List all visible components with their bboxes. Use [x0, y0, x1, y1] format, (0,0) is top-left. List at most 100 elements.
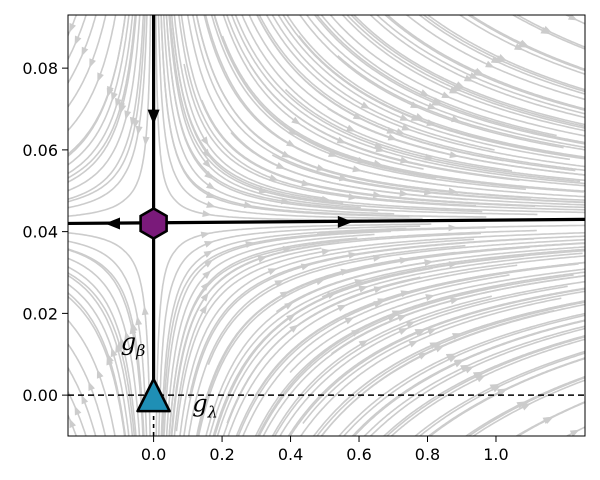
streamline-arrow-71 [280, 197, 291, 205]
streamline-arrow-90 [358, 285, 369, 293]
x-tick-label-0.6: 0.6 [346, 445, 371, 464]
streamline-arrow-21 [129, 116, 137, 127]
y-tick-label-0.00: 0.00 [22, 386, 58, 405]
streamline-arrow-42 [203, 250, 214, 258]
streamline-arrow-23 [142, 136, 150, 146]
streamline-arrow-120 [372, 254, 383, 262]
streamline-arrow-29 [115, 343, 122, 354]
streamline-arrow-161 [540, 27, 551, 35]
streamline-arrow-55 [243, 201, 254, 209]
y-tick-label-0.02: 0.02 [22, 304, 58, 323]
streamline-arrow-154 [427, 328, 437, 336]
streamline-arrow-18 [115, 97, 122, 108]
streamline-arrow-47 [199, 304, 208, 315]
streamline-arrow-170 [449, 297, 460, 305]
fixed-point-gaussian [136, 377, 171, 413]
streamline-arrow-11 [96, 369, 104, 379]
annotation-main-1: g [192, 389, 207, 417]
streamline-arrow-99 [415, 113, 425, 120]
streamline-arrow-12 [88, 381, 95, 391]
streamline-arrow-20 [124, 110, 132, 120]
streamline-arrow-121 [373, 286, 384, 294]
streamline-arrow-136 [399, 257, 409, 265]
streamline-arrow-26 [129, 324, 137, 335]
streamline-arrow-160 [568, 15, 578, 21]
streamline-arrow-68 [328, 150, 338, 157]
streamlines [68, 15, 585, 436]
streamline-arrow-102 [352, 165, 362, 173]
streamline-arrow-35 [204, 170, 214, 180]
streamline-arrow-57 [257, 255, 268, 263]
streamline-arrow-17 [111, 91, 118, 102]
streamline-arrow-87 [321, 195, 331, 203]
streamline-arrow-96 [463, 74, 474, 82]
streamline-arrow-123 [414, 329, 425, 336]
streamline-arrow-79 [358, 339, 369, 348]
separatrix-arrow-left [105, 217, 121, 230]
annotation-0: gβ [121, 328, 146, 360]
streamline-arrow-61 [284, 302, 294, 310]
streamline-arrow-167 [448, 187, 458, 195]
separatrix-arrow-down [147, 109, 160, 125]
streamline-arrow-158 [521, 403, 531, 411]
streamline-arrow-14 [74, 405, 82, 416]
streamline-arrow-152 [424, 259, 434, 267]
streamline-arrow-2 [81, 46, 89, 57]
streamline-arrow-168 [448, 224, 458, 232]
plot-frame [67, 14, 586, 437]
streamline-arrow-147 [468, 72, 479, 79]
streamline-arrow-31 [107, 353, 114, 364]
streamline-arrow-16 [106, 87, 114, 98]
streamline-arrow-175 [542, 416, 553, 424]
streamline-arrow-48 [291, 116, 301, 125]
streamline-arrow-156 [472, 371, 483, 379]
streamline-arrow-151 [423, 188, 434, 196]
streamline-arrow-137 [400, 290, 411, 298]
streamline-arrow-19 [119, 104, 127, 114]
streamline-arrow-172 [460, 364, 470, 372]
x-tick-label-0.0: 0.0 [141, 445, 166, 464]
streamline-arrow-45 [200, 281, 210, 291]
annotation-1: gλ [192, 389, 218, 421]
streamline-arrow-34 [202, 159, 212, 169]
streamline-arrow-50 [286, 139, 296, 148]
streamline-arrow-157 [497, 388, 508, 396]
streamline-arrow-64 [360, 101, 371, 109]
streamline-arrow-22 [135, 125, 143, 136]
x-axis: 0.0 0.2 0.4 0.6 0.8 1.0 [141, 436, 509, 464]
streamline-arrow-140 [454, 359, 464, 367]
x-tick-label-0.8: 0.8 [415, 445, 440, 464]
streamline-arrow-100 [395, 128, 406, 135]
streamline-arrow-38 [206, 201, 216, 208]
streamline-arrow-133 [401, 123, 412, 131]
streamline-arrow-24 [141, 305, 149, 316]
streamline-arrow-104 [348, 251, 358, 259]
streamline-arrow-132 [427, 102, 437, 110]
streamline-arrow-166 [449, 151, 459, 159]
streamline-arrow-0 [69, 22, 76, 33]
streamline-arrow-1 [74, 35, 82, 46]
streamline-arrow-13 [81, 394, 89, 405]
streamline-arrow-173 [489, 383, 500, 391]
streamline-arrow-131 [452, 84, 462, 92]
streamline-arrow-111 [464, 366, 474, 374]
x-tick-label-1.0: 1.0 [483, 445, 508, 464]
streamline-arrow-145 [519, 39, 529, 47]
streamline-arrow-82 [399, 114, 410, 121]
streamline-arrow-176 [569, 429, 580, 436]
streamline-arrow-171 [452, 333, 462, 340]
streamline-arrow-41 [204, 241, 214, 248]
streamline-arrow-115 [433, 97, 443, 105]
streamline-arrow-32 [200, 136, 209, 146]
fixed-points [136, 206, 171, 413]
streamline-arrow-56 [245, 241, 255, 248]
streamline-arrow-40 [200, 231, 211, 239]
streamline-arrow-62 [286, 313, 296, 322]
streamline-arrow-150 [424, 153, 435, 161]
streamline-arrow-72 [282, 245, 293, 253]
streamline-arrow-30 [110, 347, 118, 358]
streamline-arrow-76 [337, 304, 347, 312]
x-tick-label-0.2: 0.2 [209, 445, 234, 464]
separatrix-arrow-right [337, 215, 353, 228]
